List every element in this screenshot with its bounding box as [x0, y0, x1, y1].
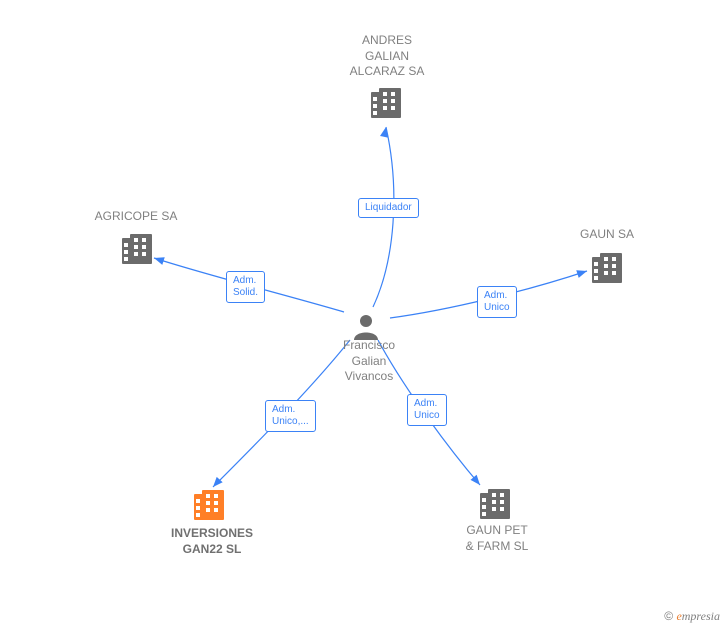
building-icon-gaun: [592, 253, 622, 283]
brand-rest: mpresia: [682, 609, 720, 623]
edge-arrow-agricope: [153, 254, 165, 265]
person-icon: [354, 314, 378, 340]
center-node-label: Francisco Galian Vivancos: [334, 338, 404, 385]
node-label-gaunpet: GAUN PET & FARM SL: [452, 523, 542, 554]
building-icon-gaunpet: [480, 489, 510, 519]
node-label-inversiones: INVERSIONES GAN22 SL: [162, 526, 262, 557]
building-icon-andres: [371, 88, 401, 118]
edge-label-andres: Liquidador: [358, 198, 419, 218]
building-icon-inversiones: [194, 490, 224, 520]
node-label-andres: ANDRES GALIAN ALCARAZ SA: [342, 33, 432, 80]
edge-label-gaun: Adm. Unico: [477, 286, 517, 318]
building-icon-agricope: [122, 234, 152, 264]
edge-label-gaunpet: Adm. Unico: [407, 394, 447, 426]
edge-label-inversiones: Adm. Unico,...: [265, 400, 316, 432]
copyright-symbol: ©: [664, 609, 673, 623]
brand: empresia: [676, 609, 720, 623]
edge-arrow-gaun: [576, 267, 588, 278]
node-label-agricope: AGRICOPE SA: [86, 209, 186, 225]
edge-label-agricope: Adm. Solid.: [226, 271, 265, 303]
copyright: © empresia: [664, 609, 720, 624]
node-label-gaun: GAUN SA: [572, 227, 642, 243]
